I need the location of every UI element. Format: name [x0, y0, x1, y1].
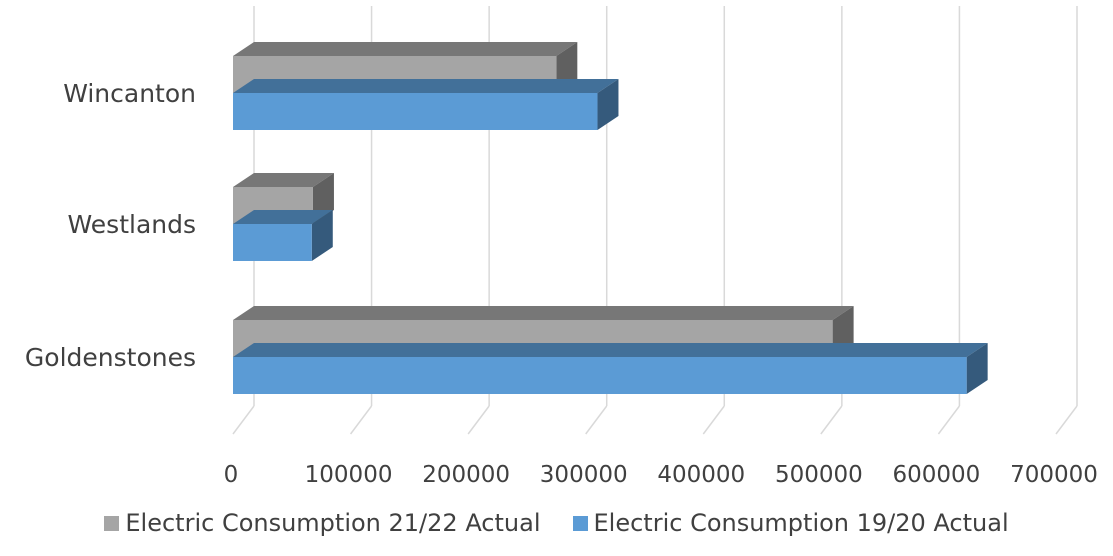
bar-front-face [233, 93, 598, 130]
bar-top-face [233, 173, 334, 187]
floor-tick [820, 405, 843, 435]
category-label: Westlands [68, 210, 196, 239]
legend-item-2122: Electric Consumption 21/22 Actual [104, 509, 541, 537]
bar [233, 79, 619, 130]
bar-top-face [233, 210, 333, 224]
category-label: Wincanton [63, 79, 196, 108]
labels: 0 100000 200000 300000 400000 500000 600000 700… [25, 79, 1098, 488]
bar-top-face [233, 42, 578, 56]
floor-tick [702, 405, 725, 435]
legend-swatch-1920 [572, 515, 588, 531]
x-tick-label: 500000 [775, 462, 863, 488]
x-tick-label: 400000 [657, 462, 745, 488]
x-tick-label: 0 [224, 462, 239, 488]
bar [233, 210, 333, 261]
bar-side-face [311, 210, 333, 261]
bar [233, 343, 988, 394]
floor-tick [585, 405, 608, 435]
bars [233, 42, 988, 394]
category-label: Goldenstones [25, 343, 196, 372]
x-tick-label: 600000 [893, 462, 981, 488]
floor-tick [1055, 405, 1078, 435]
bar-front-face [233, 224, 312, 261]
legend-item-1920: Electric Consumption 19/20 Actual [572, 509, 1009, 537]
legend-label-1920: Electric Consumption 19/20 Actual [593, 509, 1009, 537]
x-tick-label: 200000 [422, 462, 510, 488]
floor-tick [349, 405, 373, 435]
bar-top-face [233, 343, 988, 357]
legend-swatch-2122 [104, 515, 120, 531]
bar-top-face [233, 306, 854, 320]
bar-front-face [233, 357, 967, 394]
legend-label-2122: Electric Consumption 21/22 Actual [125, 509, 541, 537]
x-tick-label: 300000 [540, 462, 628, 488]
legend: Electric Consumption 21/22 Actual Electr… [0, 509, 1113, 537]
bar-side-face [966, 343, 988, 394]
bar-top-face [233, 79, 619, 93]
bar-chart: 0 100000 200000 300000 400000 500000 600000 700… [25, 6, 1098, 488]
floor-tick [467, 405, 490, 435]
x-tick-label: 100000 [305, 462, 393, 488]
floor-tick [232, 405, 255, 435]
floor-tick [937, 405, 961, 435]
bar-side-face [597, 79, 619, 130]
x-tick-label: 700000 [1010, 462, 1098, 488]
